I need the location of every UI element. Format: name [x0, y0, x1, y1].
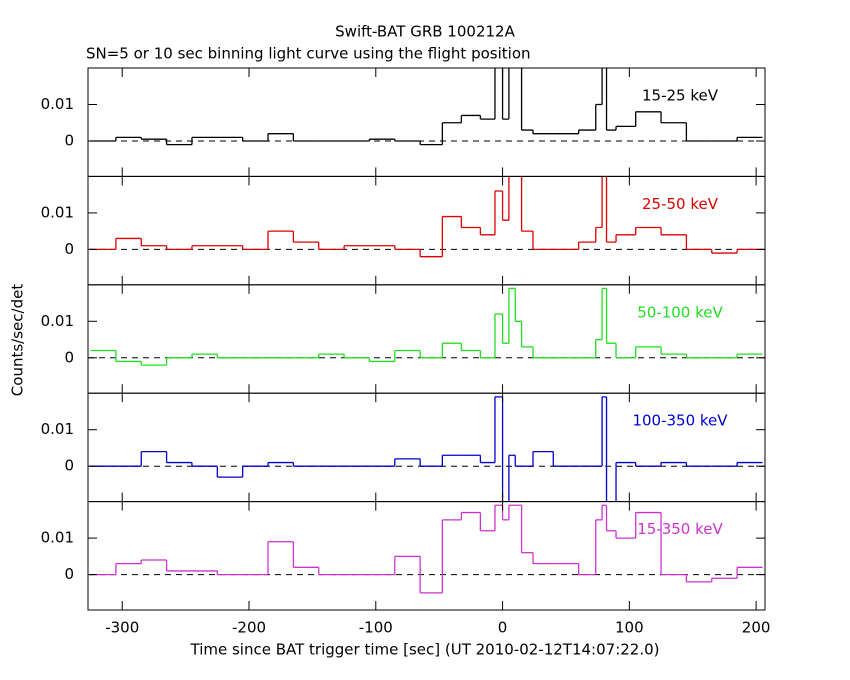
panel-frame: [87, 501, 766, 611]
y-tick-label: 0: [64, 131, 74, 149]
legend-label: 15-350 keV: [637, 520, 723, 538]
plot-area: [88, 396, 765, 502]
plot-area: [88, 287, 765, 366]
legend-label: 25-50 keV: [642, 195, 719, 213]
x-axis-label: Time since BAT trigger time [sec] (UT 20…: [190, 641, 660, 659]
plot-area: [88, 504, 765, 594]
y-tick-label: 0.01: [41, 529, 74, 547]
y-tick-label: 0.01: [41, 95, 74, 113]
chart-subtitle: SN=5 or 10 sec binning light curve using…: [86, 45, 531, 63]
legend-label: 15-25 keV: [642, 87, 719, 105]
chart-title: Swift-BAT GRB 100212A: [335, 23, 515, 41]
y-tick-label: 0.01: [41, 203, 74, 221]
x-tick-label: 200: [742, 619, 771, 637]
plot-area: [88, 68, 765, 146]
panel-frame: [87, 175, 766, 286]
panel-frame: [87, 392, 766, 503]
y-tick-label: 0: [64, 457, 74, 475]
y-tick-label: 0.01: [41, 420, 74, 438]
y-tick-label: 0: [64, 565, 74, 583]
x-tick-label: 0: [498, 619, 508, 637]
x-tick-label: -300: [105, 619, 139, 637]
x-tick-label: 100: [615, 619, 644, 637]
y-tick-label: 0: [64, 240, 74, 258]
legend-label: 50-100 keV: [637, 303, 723, 321]
y-tick-label: 0: [64, 348, 74, 366]
panel-frame: [87, 284, 766, 394]
plot-area: [88, 176, 765, 258]
x-tick-label: -200: [232, 619, 266, 637]
x-tick-label: -100: [359, 619, 393, 637]
y-tick-label: 0.01: [41, 312, 74, 330]
legend-label: 100-350 keV: [632, 412, 728, 430]
y-axis-label: Counts/sec/det: [9, 284, 27, 397]
